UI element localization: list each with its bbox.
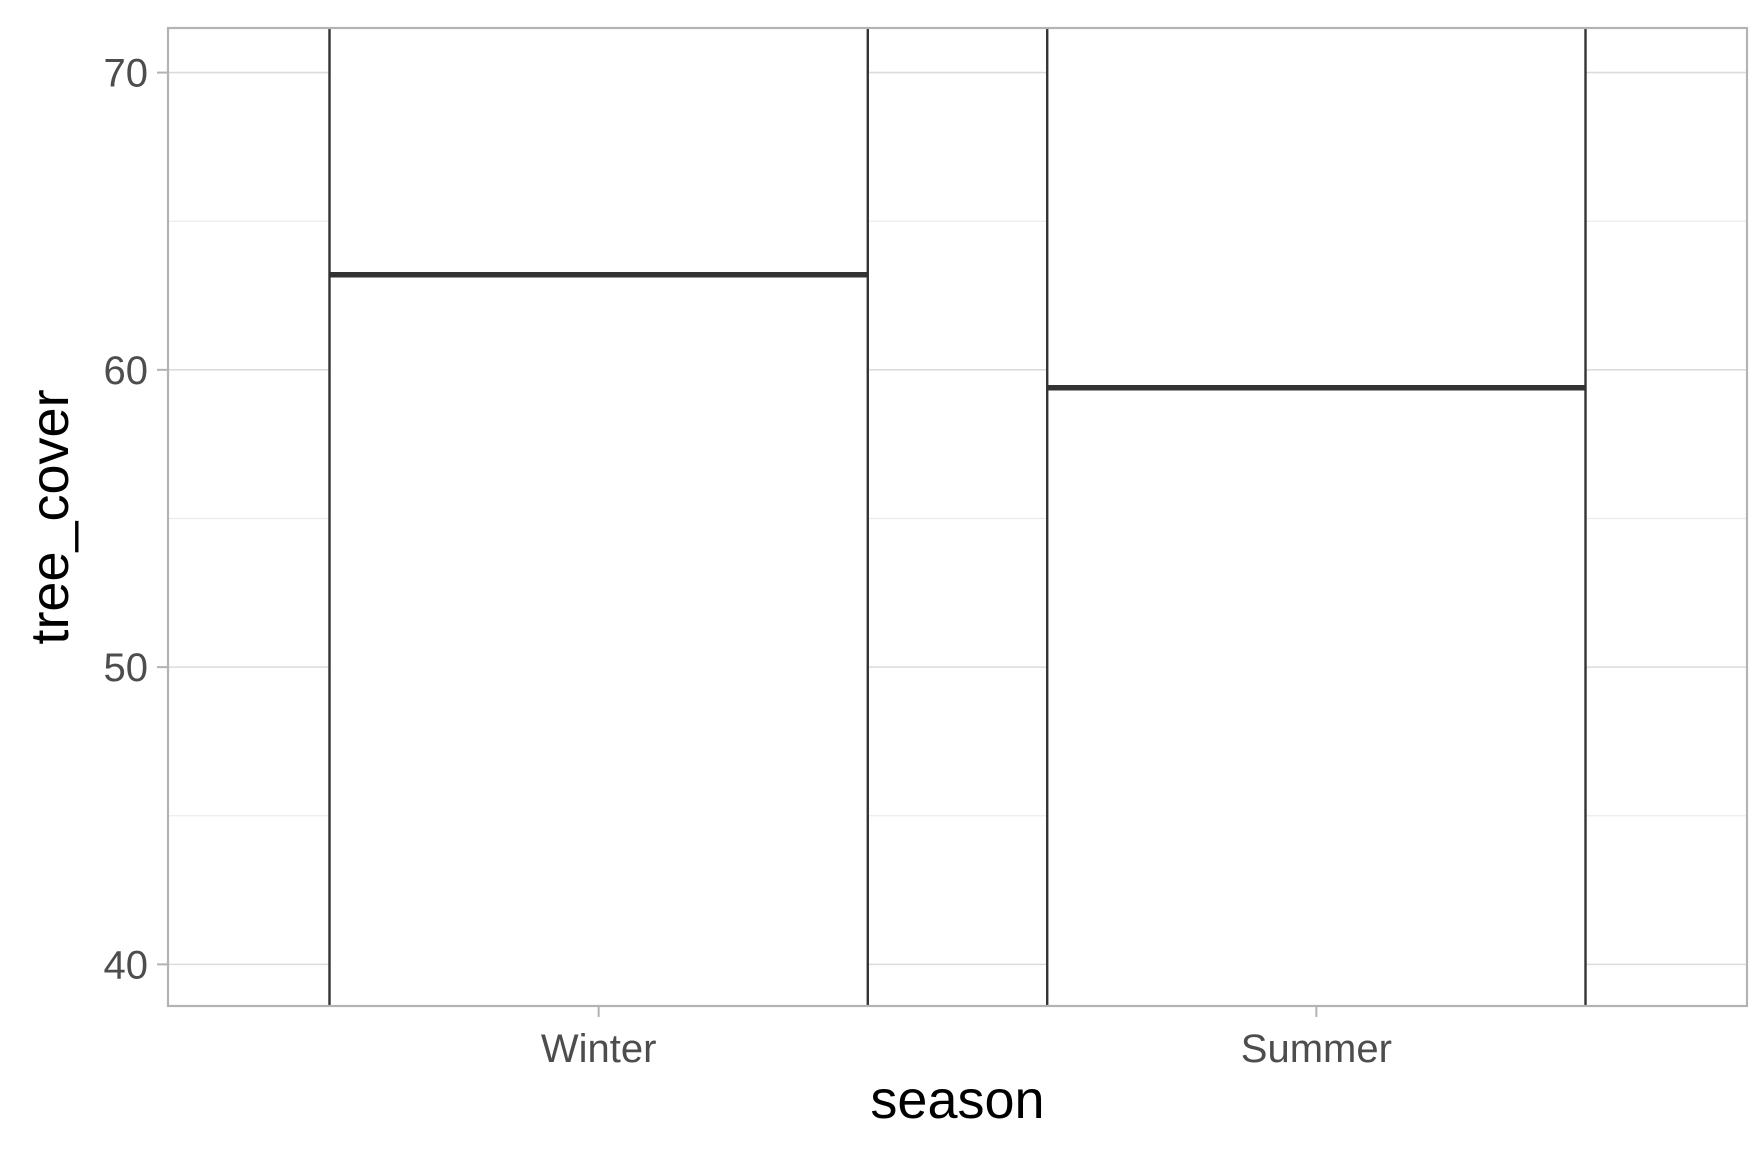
x-axis-ticks: Winter Summer (541, 1006, 1392, 1071)
x-axis-title: season (870, 1070, 1044, 1130)
box-winter-fill (329, 28, 868, 1006)
y-tick-label: 40 (104, 943, 149, 987)
box-summer-fill (1047, 28, 1586, 1006)
y-axis-title: tree_cover (20, 389, 80, 644)
boxes (328, 28, 1587, 1006)
y-tick-label: 60 (104, 349, 149, 393)
y-tick-label: 50 (104, 646, 149, 690)
x-tick-label: Summer (1241, 1027, 1392, 1071)
panel-border (166, 26, 1749, 1008)
y-tick-label: 70 (104, 52, 149, 96)
y-axis-ticks: 40 50 60 70 (104, 52, 168, 987)
x-tick-label: Winter (541, 1027, 657, 1071)
